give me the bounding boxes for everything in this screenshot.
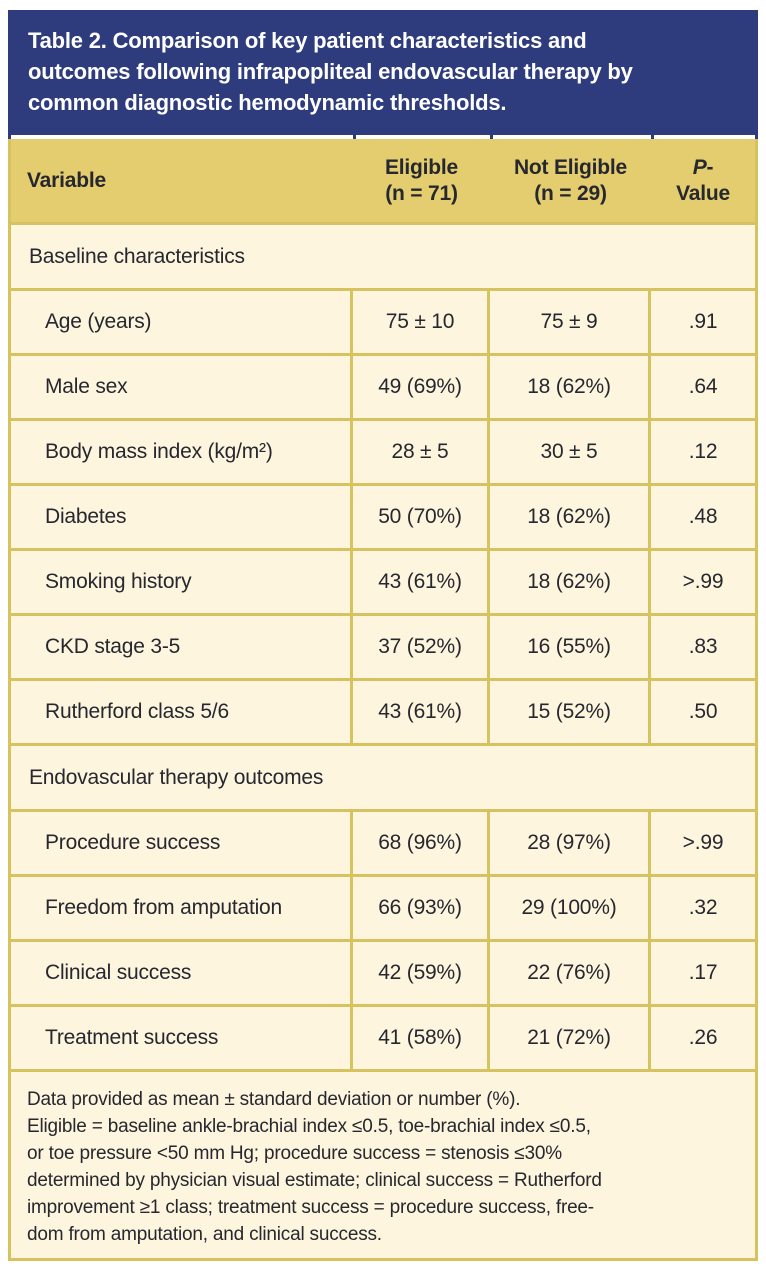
column-header-pvalue-line2: Value (676, 181, 730, 205)
table-title-band: Table 2. Comparison of key patient chara… (8, 10, 758, 135)
eligible-value: 43 (61%) (353, 681, 490, 743)
not-eligible-value: 15 (52%) (490, 681, 651, 743)
table-title-line: outcomes following infrapopliteal endova… (28, 59, 633, 84)
column-header-pvalue-line1: P- (692, 155, 714, 179)
not-eligible-value: 30 ± 5 (490, 421, 651, 483)
row-label: Male sex (11, 356, 353, 418)
not-eligible-value: 18 (62%) (490, 551, 651, 613)
row-label: Treatment success (11, 1007, 353, 1069)
footnote: Data provided as mean ± standard deviati… (11, 1069, 755, 1258)
band-tick (651, 135, 654, 139)
band-tick (755, 135, 758, 139)
eligible-value: 41 (58%) (353, 1007, 490, 1069)
eligible-value: 37 (52%) (353, 616, 490, 678)
not-eligible-value: 75 ± 9 (490, 291, 651, 353)
band-tick (8, 135, 11, 139)
table-row: Treatment success 41 (58%) 21 (72%) .26 (11, 1004, 755, 1069)
column-header-eligible-line2: (n = 71) (385, 181, 458, 205)
row-label: Age (years) (11, 291, 353, 353)
p-value: .26 (688, 1026, 718, 1049)
table: Variable Eligible (n = 71) Not Eligible … (8, 139, 758, 1261)
table-body: Baseline characteristics Age (years) 75 ± … (11, 222, 755, 1069)
row-label: Clinical success (11, 942, 353, 1004)
p-value: >.99 (682, 570, 724, 593)
not-eligible-value: 18 (62%) (490, 486, 651, 548)
eligible-value: 49 (69%) (353, 356, 490, 418)
p-value: .83 (688, 635, 718, 658)
not-eligible-value: 21 (72%) (490, 1007, 651, 1069)
column-header-eligible-line1: Eligible (384, 155, 459, 179)
row-label: Freedom from amputation (11, 877, 353, 939)
p-value: .32 (688, 896, 718, 919)
row-label: Rutherford class 5/6 (11, 681, 353, 743)
eligible-value: 68 (96%) (353, 812, 490, 874)
eligible-value: 50 (70%) (353, 486, 490, 548)
eligible-value: 42 (59%) (353, 942, 490, 1004)
footnote-line: Data provided as mean ± standard deviati… (27, 1089, 521, 1110)
table-row: Smoking history 43 (61%) 18 (62%) >.99 (11, 548, 755, 613)
eligible-value: 43 (61%) (353, 551, 490, 613)
table-title-line: Table 2. Comparison of key patient chara… (28, 28, 587, 53)
row-label: Diabetes (11, 486, 353, 548)
p-value: .12 (688, 440, 718, 463)
p-value: .91 (688, 310, 718, 333)
table-row: Clinical success 42 (59%) 22 (76%) .17 (11, 939, 755, 1004)
section-header-label: Baseline characteristics (29, 244, 245, 268)
column-header-not-eligible-line1: Not Eligible (513, 155, 628, 179)
column-header-not-eligible: Not Eligible (n = 29) (490, 155, 651, 207)
row-label: CKD stage 3-5 (11, 616, 353, 678)
footnote-line: determined by physician visual estimate;… (27, 1170, 602, 1191)
not-eligible-value: 29 (100%) (490, 877, 651, 939)
table-title-line: common diagnostic hemodynamic thresholds… (28, 90, 507, 115)
table-row: Body mass index (kg/m²) 28 ± 5 30 ± 5 .12 (11, 418, 755, 483)
row-label: Procedure success (11, 812, 353, 874)
column-header-pvalue: P- Value (651, 155, 755, 207)
eligible-value: 28 ± 5 (353, 421, 490, 483)
p-value: >.99 (682, 831, 724, 854)
p-value: .64 (688, 375, 718, 398)
table-row: Freedom from amputation 66 (93%) 29 (100%)… (11, 874, 755, 939)
not-eligible-value: 16 (55%) (490, 616, 651, 678)
band-gap (8, 135, 758, 139)
table-row: Age (years) 75 ± 10 75 ± 9 .91 (11, 288, 755, 353)
not-eligible-value: 28 (97%) (490, 812, 651, 874)
p-value: .50 (688, 700, 718, 723)
page: Table 2. Comparison of key patient chara… (0, 10, 766, 1284)
table-row: Male sex 49 (69%) 18 (62%) .64 (11, 353, 755, 418)
table-row: Diabetes 50 (70%) 18 (62%) .48 (11, 483, 755, 548)
band-tick (353, 135, 356, 139)
column-header-variable: Variable (27, 168, 106, 192)
table-row: Procedure success 68 (96%) 28 (97%) >.99 (11, 809, 755, 874)
not-eligible-value: 18 (62%) (490, 356, 651, 418)
p-value: .17 (688, 961, 718, 984)
not-eligible-value: 22 (76%) (490, 942, 651, 1004)
footnote-line: dom from amputation, and clinical succes… (27, 1224, 382, 1245)
footnote-line: improvement ≥1 class; treatment success … (27, 1197, 594, 1218)
column-header-not-eligible-line2: (n = 29) (534, 181, 607, 205)
row-label: Smoking history (11, 551, 353, 613)
footnote-line: Eligible = baseline ankle-brachial index… (27, 1116, 591, 1137)
table-row: Rutherford class 5/6 43 (61%) 15 (52%) .50 (11, 678, 755, 743)
eligible-value: 75 ± 10 (353, 291, 490, 353)
p-value: .48 (688, 505, 718, 528)
eligible-value: 66 (93%) (353, 877, 490, 939)
section-header-label: Endovascular therapy outcomes (29, 765, 324, 789)
row-label: Body mass index (kg/m²) (11, 421, 353, 483)
column-header-eligible: Eligible (n = 71) (353, 155, 490, 207)
section-header-row: Baseline characteristics (11, 222, 755, 288)
table-row: CKD stage 3-5 37 (52%) 16 (55%) .83 (11, 613, 755, 678)
footnote-line: or toe pressure <50 mm Hg; procedure suc… (27, 1143, 562, 1164)
section-header-row: Endovascular therapy outcomes (11, 743, 755, 809)
column-header-row: Variable Eligible (n = 71) Not Eligible … (11, 139, 755, 222)
band-tick (490, 135, 493, 139)
